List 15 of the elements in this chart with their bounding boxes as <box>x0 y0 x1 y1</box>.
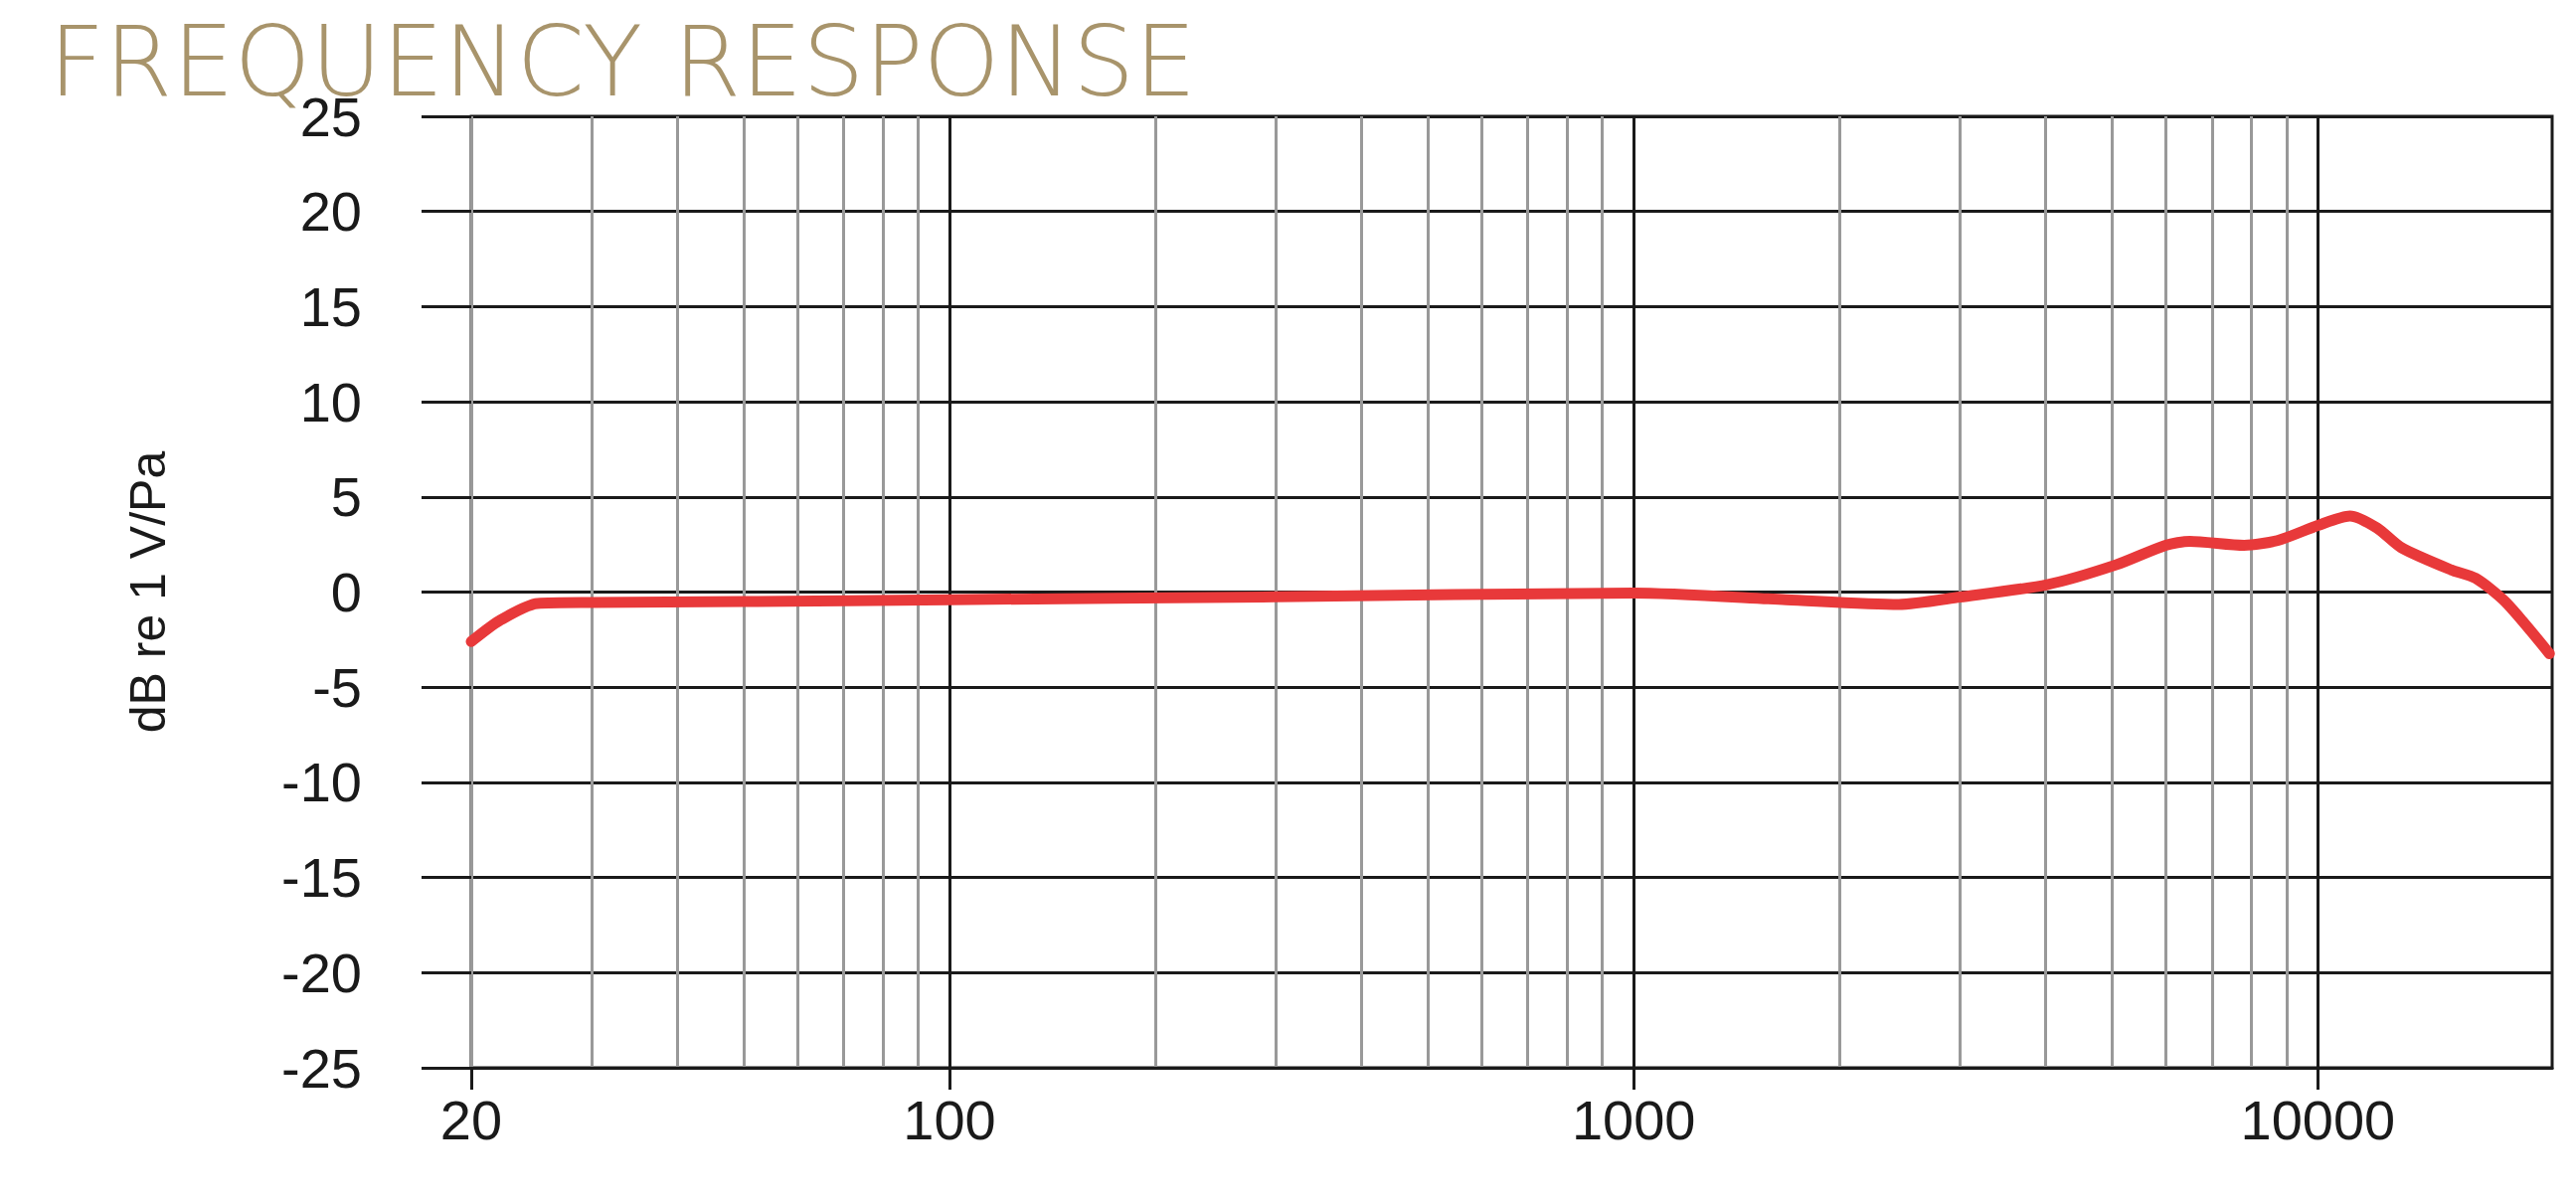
y-tick-label: 0 <box>330 561 362 623</box>
x-tick-label: 100 <box>903 1088 996 1151</box>
y-tick-label: -15 <box>281 846 362 910</box>
x-tick-label: 10000 <box>2240 1088 2396 1151</box>
y-tick-label: 10 <box>299 370 362 433</box>
y-tick-label: 15 <box>299 274 362 338</box>
y-tick-label: 20 <box>299 180 362 244</box>
y-tick-label: 5 <box>330 465 362 529</box>
x-tick-label: 1000 <box>1571 1088 1696 1151</box>
y-axis-title: dB re 1 V/Pa <box>120 450 176 734</box>
x-tick-label: 20 <box>439 1088 503 1151</box>
y-tick-label: -5 <box>312 655 362 719</box>
y-tick-label: -20 <box>281 941 362 1004</box>
y-tick-label: -10 <box>281 751 362 814</box>
y-tick-label: -25 <box>281 1036 362 1100</box>
